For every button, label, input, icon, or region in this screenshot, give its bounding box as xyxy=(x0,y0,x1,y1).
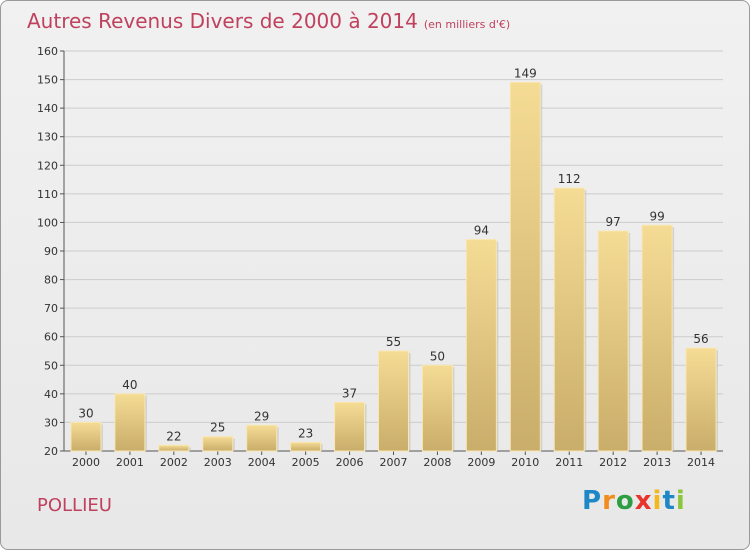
bar-2010 xyxy=(509,81,541,452)
x-tick-label-2013: 2013 xyxy=(643,456,671,469)
logo-letter: x xyxy=(634,486,653,516)
value-label-2012: 97 xyxy=(606,215,621,229)
y-tick-label: 110 xyxy=(37,188,58,201)
y-tick-label: 120 xyxy=(37,159,58,172)
y-tick-label: 40 xyxy=(44,388,58,401)
y-tick-label: 160 xyxy=(37,45,58,58)
chart-unit-label: (en milliers d'€) xyxy=(423,18,511,31)
x-tick-label-2014: 2014 xyxy=(687,456,715,469)
y-tick-label: 80 xyxy=(44,274,58,287)
x-tick-label-2002: 2002 xyxy=(160,456,188,469)
x-tick-label-2010: 2010 xyxy=(511,456,539,469)
bar-2003 xyxy=(202,436,234,452)
bar-2006 xyxy=(334,401,366,452)
x-tick-label-2001: 2001 xyxy=(116,456,144,469)
logo-letter: P xyxy=(582,486,603,516)
x-tick-label-2012: 2012 xyxy=(599,456,627,469)
bar-2004 xyxy=(246,424,278,452)
x-tick-label-2008: 2008 xyxy=(423,456,451,469)
y-tick-label: 30 xyxy=(44,416,58,429)
value-label-2013: 99 xyxy=(649,209,664,223)
x-tick-label-2009: 2009 xyxy=(467,456,495,469)
value-label-2008: 50 xyxy=(430,349,445,363)
y-tick-label: 50 xyxy=(44,359,58,372)
bar-2008 xyxy=(421,364,453,452)
bar-2007 xyxy=(378,350,409,452)
y-tick-label: 20 xyxy=(44,445,58,458)
chart-title-text: Autres Revenus Divers de 2000 à 2014 xyxy=(27,9,418,33)
x-tick-label-2011: 2011 xyxy=(555,456,583,469)
value-label-2010: 149 xyxy=(514,66,537,80)
bars xyxy=(70,81,719,452)
y-tick-label: 60 xyxy=(44,331,58,344)
value-label-2007: 55 xyxy=(386,335,401,349)
proxiti-logo[interactable]: Proxiti xyxy=(582,486,686,516)
value-label-2004: 29 xyxy=(254,409,269,423)
bar-2014 xyxy=(685,347,717,452)
value-label-2002: 22 xyxy=(166,429,181,443)
x-tick-label-2007: 2007 xyxy=(380,456,408,469)
bar-2001 xyxy=(114,393,146,452)
bar-2013 xyxy=(641,224,673,452)
value-label-2005: 23 xyxy=(298,426,313,440)
value-label-2011: 112 xyxy=(558,172,581,186)
x-tick-label-2004: 2004 xyxy=(248,456,276,469)
y-tick-label: 140 xyxy=(37,102,58,115)
commune-name: POLLIEU xyxy=(37,495,112,516)
bar-2012 xyxy=(597,230,629,452)
value-label-2001: 40 xyxy=(122,378,137,392)
value-label-2003: 25 xyxy=(210,421,225,435)
bar-2002 xyxy=(158,444,190,452)
value-label-2014: 56 xyxy=(693,332,708,346)
y-tick-label: 70 xyxy=(44,302,58,315)
logo-letter: i xyxy=(652,486,663,516)
bar-2009 xyxy=(465,239,497,452)
value-label-2000: 30 xyxy=(78,406,93,420)
logo-letter: r xyxy=(602,486,616,516)
x-tick-label-2000: 2000 xyxy=(72,456,100,469)
y-tick-label: 90 xyxy=(44,245,58,258)
y-tick-label: 130 xyxy=(37,131,58,144)
data-labels: 30 40 22 25 29 23 37 55 50 94 149 112 97 99 56 xyxy=(78,66,708,443)
logo-letter: o xyxy=(615,486,635,516)
x-tick-label-2003: 2003 xyxy=(204,456,232,469)
y-tick-label: 100 xyxy=(37,216,58,229)
x-tick-label-2006: 2006 xyxy=(336,456,364,469)
bar-2000 xyxy=(70,421,102,452)
value-label-2006: 37 xyxy=(342,386,357,400)
y-tick-label: 150 xyxy=(37,74,58,87)
logo-letter: i xyxy=(675,486,686,516)
value-label-2009: 94 xyxy=(474,224,489,238)
bar-2005 xyxy=(290,441,322,452)
chart-title: Autres Revenus Divers de 2000 à 2014 (en … xyxy=(27,9,510,33)
x-tick-label-2005: 2005 xyxy=(292,456,320,469)
logo-letter: t xyxy=(662,486,676,516)
bar-2011 xyxy=(553,187,585,452)
